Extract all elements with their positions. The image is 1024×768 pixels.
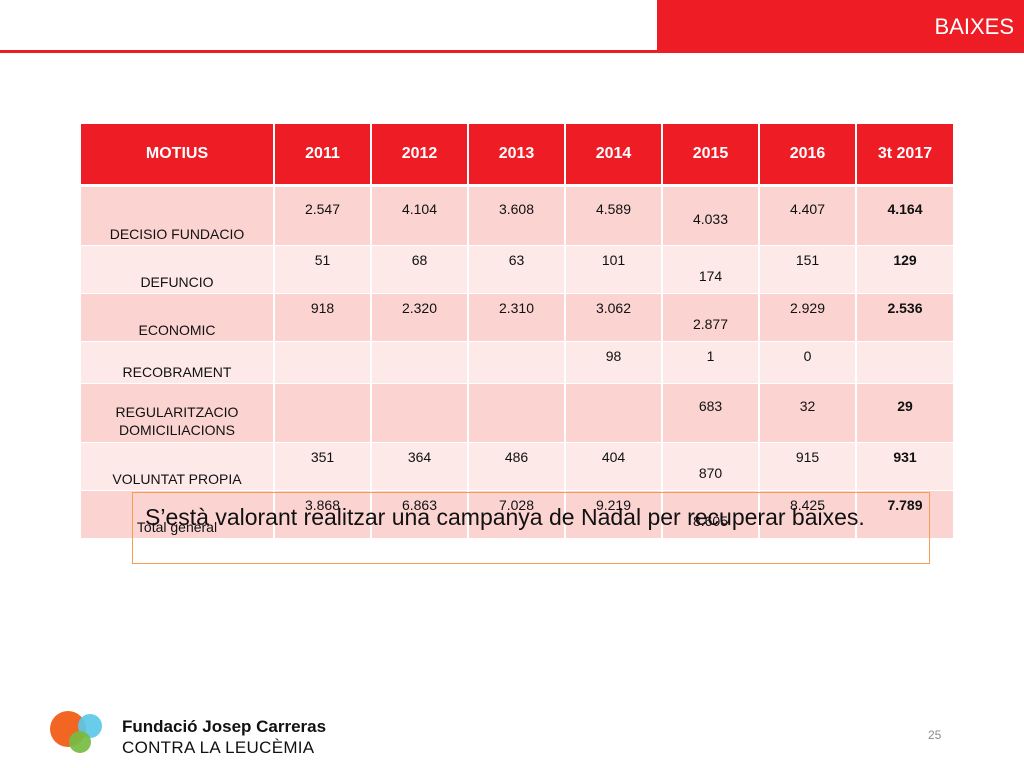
row-label: ECONOMIC bbox=[81, 293, 275, 342]
table-cell bbox=[274, 383, 372, 443]
column-header: 2014 bbox=[565, 124, 663, 187]
table-cell: 870 bbox=[662, 442, 760, 491]
table-cell: 3.062 bbox=[565, 293, 663, 342]
table-cell: 8.605 bbox=[662, 490, 760, 539]
row-label: VOLUNTAT PROPIA bbox=[81, 442, 275, 491]
table-cell: 4.589 bbox=[565, 185, 663, 246]
note-text: S’està valorant realitzar una campanya d… bbox=[145, 504, 865, 530]
table-cell: 3.868 bbox=[274, 490, 372, 539]
row-label: RECOBRAMENT bbox=[81, 341, 275, 384]
row-label: DECISIO FUNDACIO bbox=[81, 185, 275, 246]
baixes-table: MOTIUS 2011 2012 2013 2014 2015 2016 3t … bbox=[81, 124, 953, 539]
table-cell bbox=[274, 341, 372, 384]
column-header: 2015 bbox=[662, 124, 760, 187]
table-cell bbox=[856, 341, 953, 384]
table-row: RECOBRAMENT 98 1 0 bbox=[81, 341, 953, 384]
table-cell: 29 bbox=[856, 383, 953, 443]
table-cell: 7.789 bbox=[856, 490, 953, 539]
table-cell: 32 bbox=[759, 383, 857, 443]
header-rule bbox=[0, 50, 1024, 53]
column-header: 2013 bbox=[468, 124, 566, 187]
table-cell: 2.310 bbox=[468, 293, 566, 342]
table-cell: 151 bbox=[759, 245, 857, 294]
fundacio-logo-icon bbox=[50, 711, 102, 753]
page-number: 25 bbox=[928, 728, 942, 742]
table-cell bbox=[468, 383, 566, 443]
table-cell bbox=[371, 341, 469, 384]
table-cell: 404 bbox=[565, 442, 663, 491]
table-cell: 6.863 bbox=[371, 490, 469, 539]
table-header-row: MOTIUS 2011 2012 2013 2014 2015 2016 3t … bbox=[81, 124, 953, 187]
table-cell: 98 bbox=[565, 341, 663, 384]
table-cell: 51 bbox=[274, 245, 372, 294]
table-cell: 4.164 bbox=[856, 185, 953, 246]
row-label: DEFUNCIO bbox=[81, 245, 275, 294]
table-cell: 129 bbox=[856, 245, 953, 294]
table-cell bbox=[468, 341, 566, 384]
row-label: REGULARITZACIO DOMICILIACIONS bbox=[81, 383, 275, 443]
table-row: DECISIO FUNDACIO 2.547 4.104 3.608 4.589… bbox=[81, 185, 953, 246]
table-cell: 351 bbox=[274, 442, 372, 491]
table-cell: 2.320 bbox=[371, 293, 469, 342]
org-name: Fundació Josep Carreras bbox=[122, 717, 327, 736]
table-row: ECONOMIC 918 2.320 2.310 3.062 2.877 2.9… bbox=[81, 293, 953, 342]
table-row: DEFUNCIO 51 68 63 101 174 151 129 bbox=[81, 245, 953, 294]
table-cell: 68 bbox=[371, 245, 469, 294]
column-header: 2011 bbox=[274, 124, 372, 187]
table-cell: 918 bbox=[274, 293, 372, 342]
table-cell: 101 bbox=[565, 245, 663, 294]
table-cell: 174 bbox=[662, 245, 760, 294]
table-cell: 2.929 bbox=[759, 293, 857, 342]
table-cell: 4.104 bbox=[371, 185, 469, 246]
table-cell: 2.536 bbox=[856, 293, 953, 342]
table-cell: 4.407 bbox=[759, 185, 857, 246]
table-cell: 931 bbox=[856, 442, 953, 491]
table-cell: 4.033 bbox=[662, 185, 760, 246]
table-cell: 1 bbox=[662, 341, 760, 384]
table-cell: 8.425 bbox=[759, 490, 857, 539]
column-header: 2016 bbox=[759, 124, 857, 187]
table-cell: 364 bbox=[371, 442, 469, 491]
table-cell: 915 bbox=[759, 442, 857, 491]
table-cell: 7.028 bbox=[468, 490, 566, 539]
section-title: BAIXES bbox=[934, 14, 1014, 39]
table-cell: 2.877 bbox=[662, 293, 760, 342]
table-cell: 63 bbox=[468, 245, 566, 294]
column-header: MOTIUS bbox=[81, 124, 275, 187]
table-row: Total general 3.868 6.863 7.028 9.219 8.… bbox=[81, 490, 953, 539]
column-header: 2012 bbox=[371, 124, 469, 187]
table-cell: 0 bbox=[759, 341, 857, 384]
note-box: S’està valorant realitzar una campanya d… bbox=[132, 492, 930, 564]
table-row: REGULARITZACIO DOMICILIACIONS 683 32 29 bbox=[81, 383, 953, 443]
org-subtitle: CONTRA LA LEUCÈMIA bbox=[122, 738, 315, 757]
table-cell: 683 bbox=[662, 383, 760, 443]
table-cell: 9.219 bbox=[565, 490, 663, 539]
section-title-box: BAIXES bbox=[657, 0, 1024, 53]
row-label: Total general bbox=[81, 490, 275, 539]
table-row: VOLUNTAT PROPIA 351 364 486 404 870 915 … bbox=[81, 442, 953, 491]
table-cell: 2.547 bbox=[274, 185, 372, 246]
column-header: 3t 2017 bbox=[856, 124, 953, 187]
table-cell bbox=[371, 383, 469, 443]
table-cell: 486 bbox=[468, 442, 566, 491]
table-cell bbox=[565, 383, 663, 443]
table-cell: 3.608 bbox=[468, 185, 566, 246]
